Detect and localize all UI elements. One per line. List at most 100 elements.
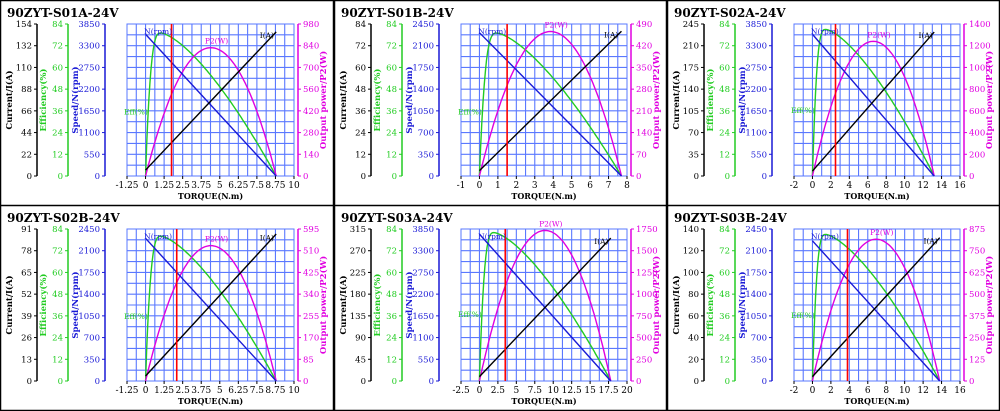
power-tick-label: 210 [636, 107, 652, 117]
power-curve [478, 30, 623, 177]
x-tick-label: -1 [457, 181, 466, 191]
x-tick-label: 3.75 [191, 181, 211, 191]
current-tick-label: 60 [688, 312, 699, 322]
power-tick-label: 1400 [969, 20, 991, 30]
power-curve-label: P2(W) [870, 228, 893, 237]
current-tick-label: 80 [688, 290, 699, 300]
power-tick-label: 700 [303, 63, 319, 73]
chart-svg-4: 90ZYT-S02B-24V 0 13 26 39 52 65 78 91 Current/I(A… [0, 204, 335, 411]
efficiency-tick-label: 12 [719, 150, 730, 160]
efficiency-tick-label: 0 [725, 172, 730, 182]
power-curve [811, 238, 941, 382]
x-tick-label: 14 [936, 386, 948, 396]
speed-tick-label: 1100 [78, 129, 100, 139]
power-tick-label: 625 [969, 268, 985, 278]
x-tick-label: 10 [288, 386, 300, 396]
efficiency-axis: 0 12 24 36 48 60 72 84 Efficiency(%) [38, 225, 69, 387]
x-tick-label: 12 [917, 386, 928, 396]
current-tick-label: 45 [355, 355, 366, 365]
chart-svg-2: 90ZYT-S01B-24V012243648607284Current/I(A… [333, 0, 668, 207]
power-tick-label: 420 [303, 107, 319, 117]
speed-tick-label: 2100 [78, 247, 100, 257]
current-curve-label: I(A) [604, 30, 618, 39]
efficiency-tick-label: 36 [52, 312, 63, 322]
current-tick-label: 105 [683, 107, 699, 117]
efficiency-tick-label: 36 [386, 107, 397, 117]
speed-curve-label: N(rpm) [144, 232, 172, 241]
x-tick-label: 7 [606, 181, 612, 191]
current-tick-label: 135 [350, 312, 366, 322]
current-tick-label: 140 [683, 225, 699, 235]
current-axis-label: Current/I(A) [4, 70, 15, 129]
power-tick-label: 750 [636, 312, 652, 322]
efficiency-tick-label: 60 [719, 268, 730, 278]
power-tick-label: 425 [303, 268, 319, 278]
power-tick-label: 560 [303, 85, 319, 95]
power-axis: 0 140 280 420 560 700 840 980 Output power/P2(W) [297, 20, 329, 182]
speed-axis: 0 350 700 1050 1400 1750 2100 2450 Speed/N(rpm) [404, 20, 440, 182]
current-tick-label: 72 [355, 42, 366, 52]
current-tick-label: 245 [683, 20, 699, 30]
x-tick-label: 20 [621, 386, 633, 396]
current-tick-label: 175 [683, 63, 699, 73]
x-tick-label: 10 [899, 181, 911, 191]
x-tick-label: 0 [143, 386, 149, 396]
current-tick-label: 48 [355, 85, 366, 95]
current-axis-label: Current/I(A) [338, 70, 349, 129]
speed-tick-label: 350 [84, 355, 100, 365]
speed-tick-label: 1400 [412, 85, 434, 95]
power-tick-label: 125 [969, 355, 985, 365]
speed-tick-label: 1050 [745, 312, 767, 322]
chart-title: 90ZYT-S02B-24V [7, 211, 120, 225]
power-tick-label: 350 [636, 63, 652, 73]
x-axis: -2 0 2 4 6 8 10 12 14 16 TORQUE(N.m) [790, 176, 966, 201]
x-tick-label: 8.75 [265, 386, 285, 396]
x-axis-label: TORQUE(N.m) [178, 191, 243, 201]
x-tick-label: 2.5 [176, 181, 191, 191]
efficiency-tick-label: 84 [719, 225, 730, 235]
current-tick-label: 0 [361, 377, 366, 387]
x-tick-label: 0 [477, 181, 483, 191]
x-tick-label: 2 [828, 386, 834, 396]
efficiency-curve-label: Eff(%) [458, 310, 482, 319]
efficiency-axis-label: Efficiency(%) [705, 69, 716, 132]
efficiency-axis-label: Efficiency(%) [38, 274, 49, 337]
power-curve-label: P2(W) [867, 30, 890, 39]
efficiency-tick-label: 60 [386, 268, 397, 278]
power-curve-label: P2(W) [205, 235, 228, 244]
power-axis-label: Output power/P2(W) [651, 256, 662, 354]
efficiency-tick-label: 12 [52, 150, 63, 160]
efficiency-tick-label: 12 [719, 355, 730, 365]
x-tick-label: 6.25 [228, 386, 248, 396]
speed-tick-label: 350 [751, 355, 767, 365]
x-tick-label: -2 [790, 181, 799, 191]
current-tick-label: 100 [683, 268, 699, 278]
x-tick-label: 5 [513, 386, 519, 396]
speed-tick-label: 2750 [78, 63, 100, 73]
speed-tick-label: 2450 [78, 225, 100, 235]
speed-tick-label: 1750 [745, 268, 767, 278]
power-tick-label: 500 [969, 290, 985, 300]
speed-tick-label: 700 [418, 129, 434, 139]
power-axis-label: Output power/P2(W) [984, 256, 995, 354]
current-curve-label: I(A) [924, 237, 938, 246]
speed-curve-label: N(rpm) [478, 232, 506, 241]
current-curve [478, 237, 612, 378]
x-tick-label: -2 [790, 386, 799, 396]
current-axis-label: Current/I(A) [671, 70, 682, 129]
efficiency-tick-label: 60 [386, 63, 397, 73]
current-tick-label: 52 [21, 290, 32, 300]
current-tick-label: 0 [361, 172, 366, 182]
x-tick-label: 10 [899, 386, 911, 396]
current-curve [145, 233, 277, 377]
curve-labels: N(rpm) P2(W) I(A) Eff(%) [791, 228, 938, 320]
x-tick-label: 2.5 [176, 386, 191, 396]
current-tick-label: 270 [350, 247, 366, 257]
efficiency-tick-label: 12 [386, 150, 397, 160]
x-tick-label: 0 [143, 181, 149, 191]
x-tick-label: 17.5 [599, 386, 619, 396]
x-axis: -1.25 0 1.25 2.5 3.75 5 6.25 7.5 8.75 10 TORQUE(N.… [115, 381, 300, 406]
speed-axis-label: Speed/N(rpm) [404, 271, 415, 338]
speed-tick-label: 3300 [78, 42, 100, 52]
power-tick-label: 980 [303, 20, 319, 30]
